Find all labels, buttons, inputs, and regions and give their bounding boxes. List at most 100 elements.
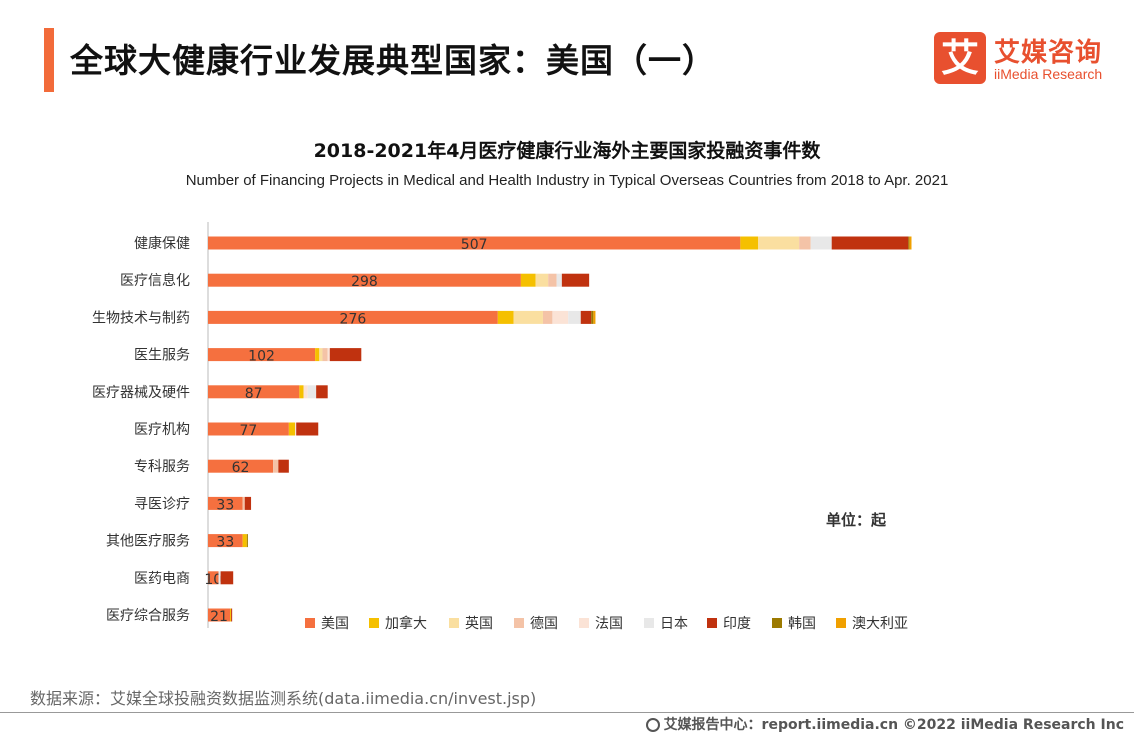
bar-segment-印度 (831, 236, 909, 250)
data-label: 21 (210, 609, 228, 625)
legend-swatch (369, 618, 379, 628)
bar-segment-法国 (303, 385, 308, 399)
bar-segment-印度 (244, 496, 252, 510)
data-label: 33 (216, 497, 234, 513)
bar-segment-韩国 (908, 236, 910, 250)
bar-segment-美国 (208, 385, 300, 399)
bar-segment-印度 (329, 348, 362, 362)
bar-segment-日本 (556, 273, 562, 287)
bar-segment-加拿大 (299, 385, 304, 399)
legend-label: 英国 (465, 615, 493, 632)
legend-swatch (579, 618, 589, 628)
logo-text-cn: 艾媒咨询 (994, 38, 1103, 68)
bar-segment-美国 (208, 534, 243, 548)
title-accent-bar (44, 28, 54, 92)
data-label: 62 (232, 460, 250, 476)
category-label: 健康保健 (134, 235, 190, 252)
data-label: 276 (340, 311, 367, 327)
legend-label: 法国 (595, 616, 623, 632)
legend-label: 日本 (660, 616, 688, 632)
category-label: 医疗综合服务 (106, 608, 190, 624)
bar-segment-美国 (208, 571, 219, 585)
data-label: 87 (245, 386, 263, 402)
legend-label: 加拿大 (385, 615, 427, 632)
bar-segment-印度 (220, 571, 234, 585)
bar-segment-法国 (327, 348, 330, 362)
bar-segment-德国 (273, 459, 279, 473)
bar-segment-日本 (810, 236, 832, 250)
chart-subtitle: Number of Financing Projects in Medical … (185, 172, 949, 189)
legend-swatch (449, 618, 459, 628)
bar-segment-法国 (295, 422, 297, 436)
source-note: 数据来源：艾媒全球投融资数据监测系统(data.iimedia.cn/inves… (30, 689, 537, 708)
legend-label: 澳大利亚 (852, 616, 908, 632)
category-label: 生物技术与制药 (92, 310, 190, 326)
bar-segment-加拿大 (288, 422, 296, 436)
bar-segment-英国 (513, 310, 543, 324)
bar-segment-印度 (296, 422, 319, 436)
legend-swatch (305, 618, 315, 628)
bar-segment-印度 (580, 310, 592, 324)
bar-segment-加拿大 (230, 608, 232, 622)
stacked-bar-chart: 健康保健 507 医疗信息化 298 生物技术与制药 276 医生服务 102 医疗器械及硬件 8… (92, 222, 912, 632)
category-label: 专科服务 (134, 459, 190, 475)
bar-segment-日本 (307, 385, 317, 399)
bar-segment-澳大利亚 (593, 310, 596, 324)
category-label: 医药电商 (134, 571, 190, 587)
bar-segment-印度 (231, 608, 233, 622)
legend-label: 印度 (723, 616, 751, 632)
bar-segment-加拿大 (740, 236, 759, 250)
bar-segment-印度 (316, 385, 328, 399)
bar-segment-法国 (552, 310, 569, 324)
bar-segment-日本 (568, 310, 581, 324)
logo-text-en: iiMedia Research (994, 66, 1103, 82)
brand-logo: 艾 艾媒咨询 iiMedia Research (934, 32, 1124, 88)
legend-label: 德国 (530, 616, 558, 632)
bar-segment-德国 (322, 348, 328, 362)
category-label: 其他医疗服务 (106, 534, 190, 550)
category-label: 医疗信息化 (120, 272, 190, 289)
bar-segment-加拿大 (242, 534, 247, 548)
bar-segment-美国 (208, 459, 274, 473)
bar-segment-英国 (319, 348, 323, 362)
data-label: 102 (248, 349, 275, 365)
bar-segment-韩国 (591, 310, 594, 324)
bar-segment-印度 (561, 273, 590, 287)
data-label: 33 (216, 535, 234, 551)
legend-swatch (707, 618, 717, 628)
unit-label: 单位：起 (826, 511, 887, 529)
bar-segment-韩国 (246, 534, 248, 548)
bar-segment-德国 (548, 273, 557, 287)
bar-segment-英国 (758, 236, 800, 250)
bar-segment-美国 (208, 608, 231, 622)
bar-segment-德国 (799, 236, 811, 250)
bar-segment-加拿大 (315, 348, 320, 362)
footer-divider (0, 712, 1134, 713)
category-label: 医生服务 (134, 348, 190, 364)
bar-segment-日本 (218, 571, 221, 585)
page-title: 全球大健康行业发展典型国家：美国（一） (70, 41, 716, 80)
footer: 艾媒报告中心：report.iimedia.cn ©2022 iiMedia R… (645, 714, 1124, 734)
bar-segment-德国 (242, 496, 245, 510)
bar-segment-美国 (208, 422, 289, 436)
legend-label: 韩国 (788, 616, 816, 632)
category-label: 寻医诊疗 (134, 496, 190, 512)
bar-segment-印度 (278, 459, 289, 473)
chart-title: 2018-2021年4月医疗健康行业海外主要国家投融资事件数 (313, 140, 821, 162)
bar-segment-加拿大 (497, 310, 514, 324)
legend-swatch (644, 618, 654, 628)
legend-swatch (514, 618, 524, 628)
data-label: 10 (204, 572, 222, 588)
legend-label: 美国 (321, 616, 349, 632)
logo-mark-icon: 艾 (934, 32, 986, 84)
bar-segment-德国 (542, 310, 553, 324)
category-label: 医疗器械及硬件 (92, 385, 190, 401)
bar-segment-美国 (208, 310, 498, 324)
footer-text: 艾媒报告中心：report.iimedia.cn ©2022 iiMedia R… (663, 717, 1124, 733)
data-label: 507 (461, 237, 488, 253)
data-label: 77 (240, 423, 258, 439)
category-label: 医疗机构 (134, 422, 190, 438)
bar-segment-美国 (208, 236, 741, 250)
legend-swatch (772, 618, 782, 628)
bar-segment-澳大利亚 (909, 236, 912, 250)
